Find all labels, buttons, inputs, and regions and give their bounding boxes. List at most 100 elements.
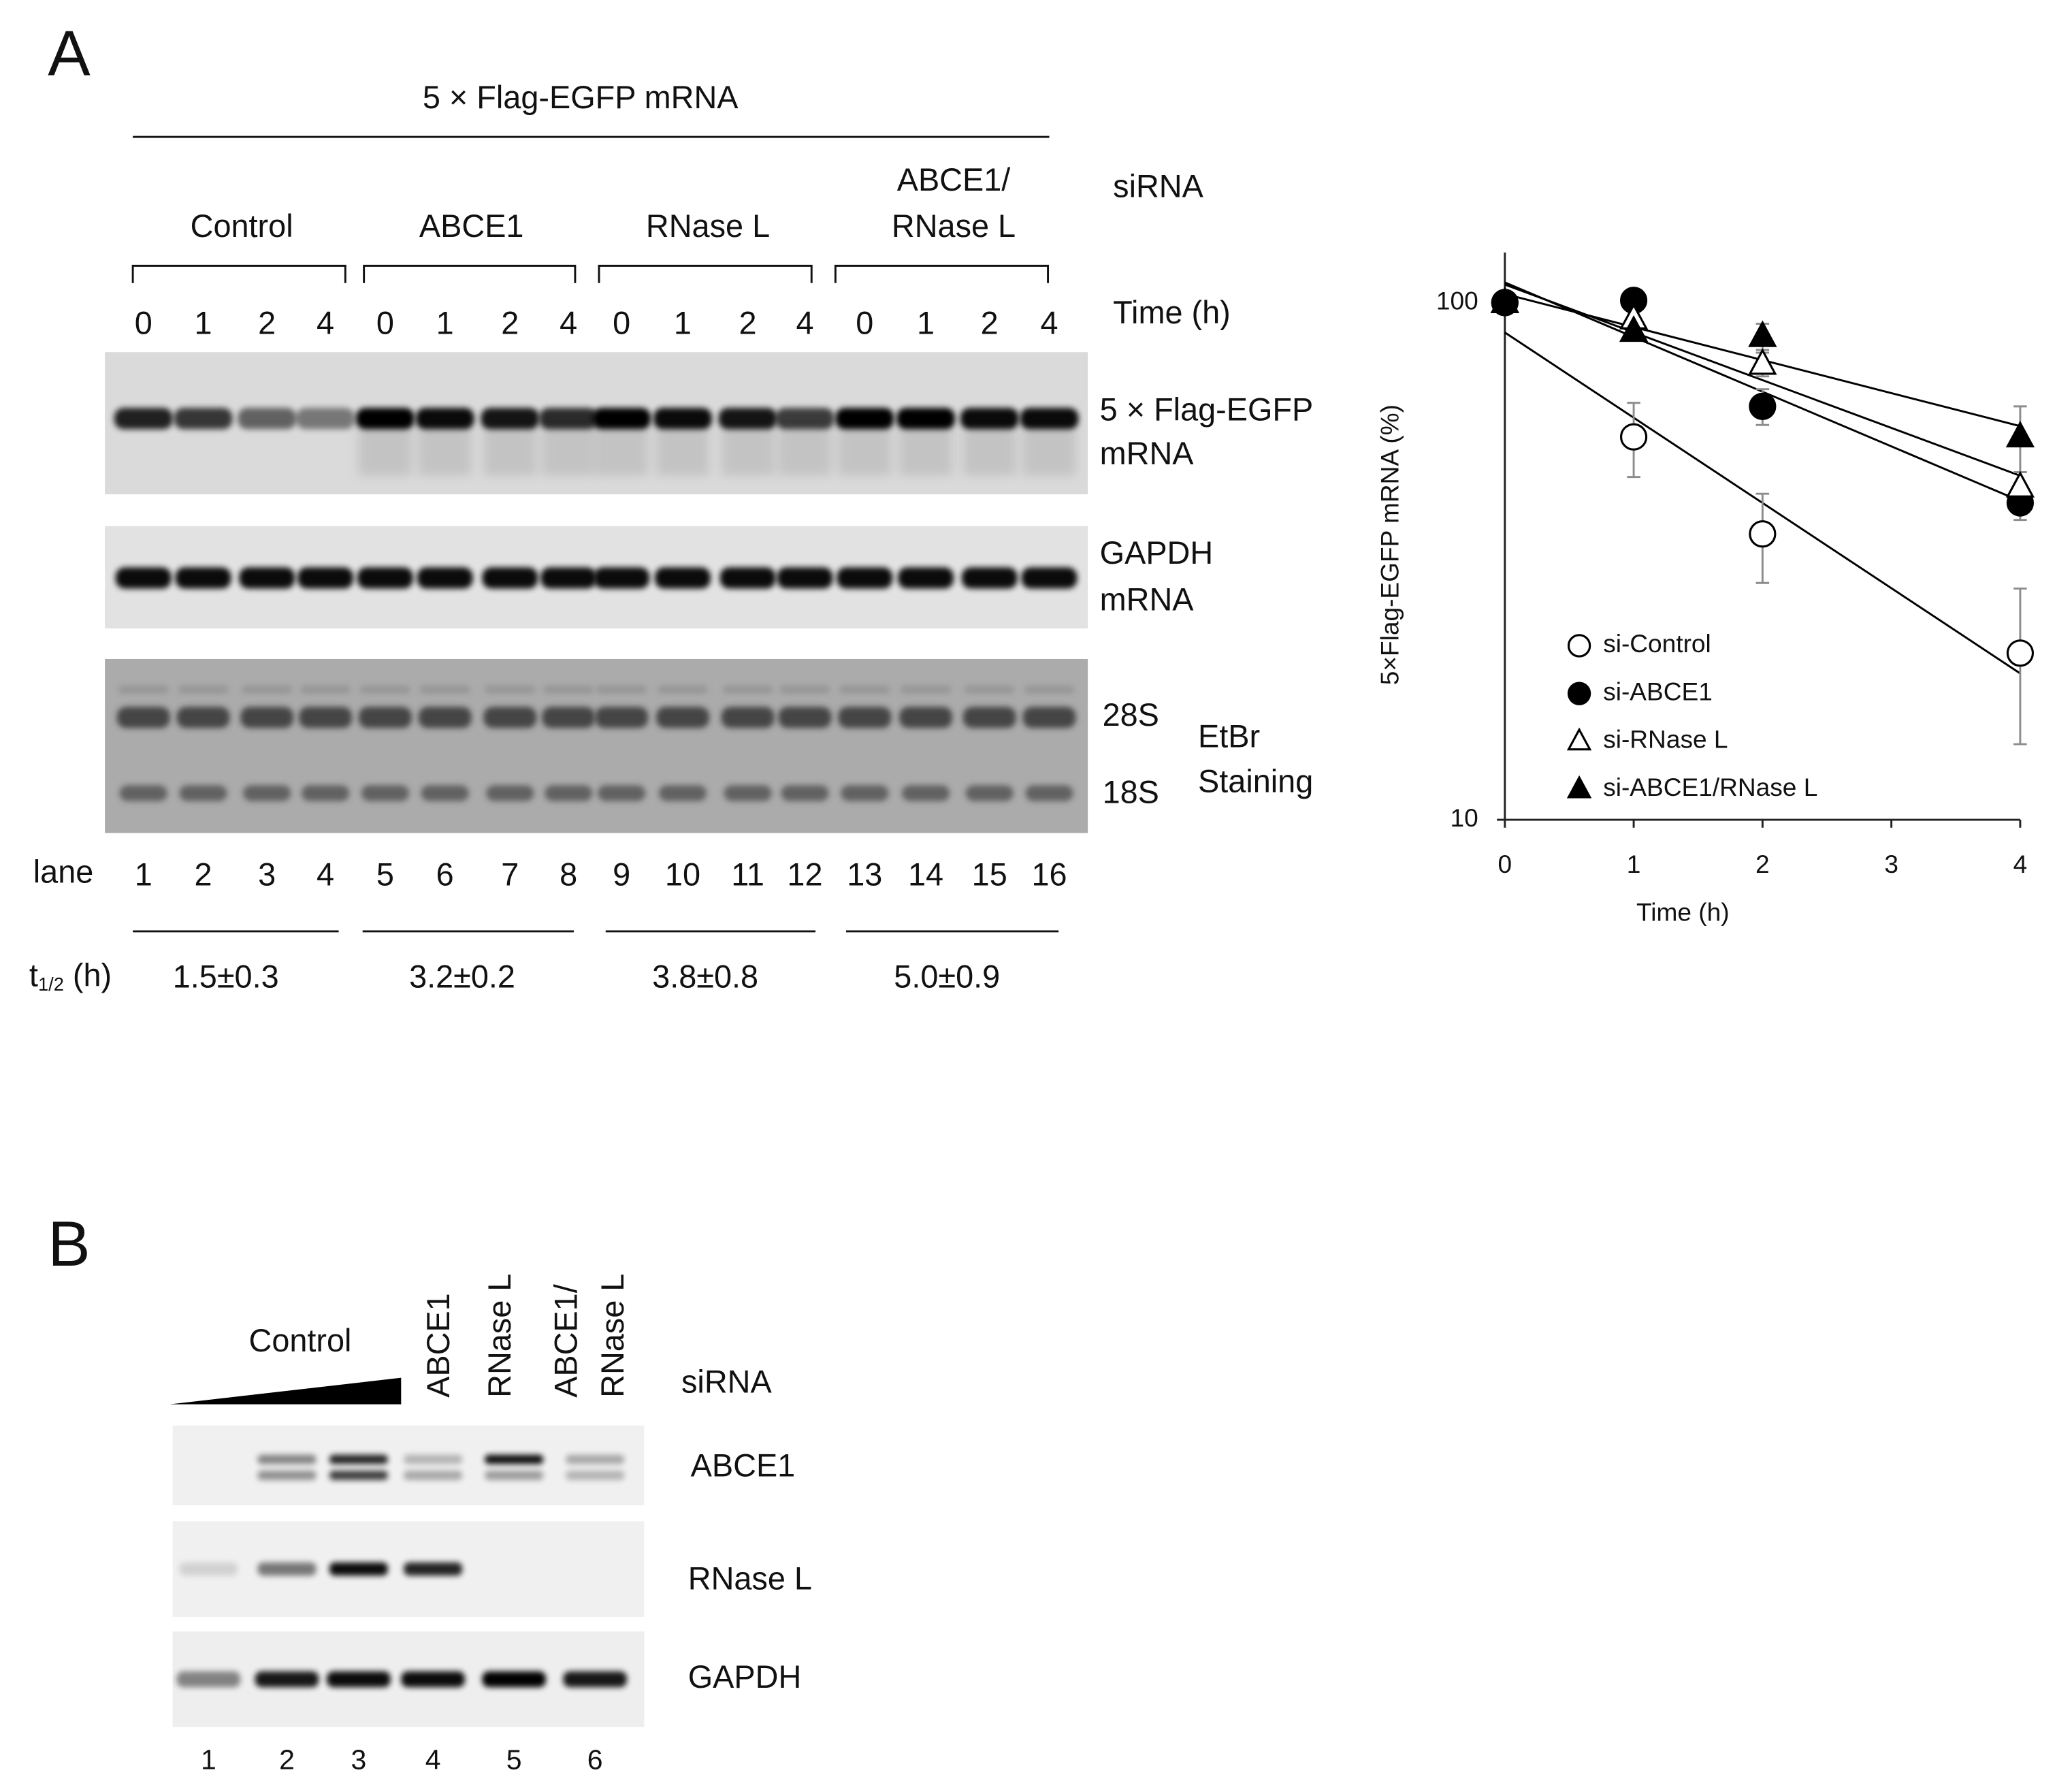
band [114,408,173,430]
lane-label: lane [33,854,94,889]
legend-label: si-RNase L [1603,725,1728,754]
band [175,567,231,589]
band [657,685,709,694]
band-smear [418,422,472,476]
lane-number: 3 [258,856,276,892]
time-label: 1 [195,306,212,341]
band [594,567,650,589]
band [257,1471,317,1480]
band [239,567,295,589]
band [486,785,534,801]
band [296,408,355,430]
lane-number: 9 [613,856,630,892]
data-point [1490,286,1519,313]
band-smear [542,422,596,476]
band [357,567,413,589]
lane-number: 15 [972,856,1007,892]
band [301,785,350,801]
band [419,685,470,694]
half-life: 5.0±0.9 [894,959,1000,995]
band [1020,408,1079,430]
lane-number: 1 [201,1744,216,1775]
blot-label: GAPDH [1100,535,1214,571]
band [900,685,952,694]
time-label: 0 [856,306,873,341]
band [962,707,1016,728]
half-life-unit: (h) [64,958,112,993]
group-label: ABCE1/ [897,162,1011,197]
band [255,1671,319,1688]
band [596,685,647,694]
sirna-column-label: ABCE1 [421,1293,456,1398]
lane-number: 16 [1031,856,1067,892]
panel-label: B [48,1208,90,1279]
band [401,1671,465,1688]
band [778,707,832,728]
band [299,707,353,728]
band [722,685,773,694]
band-smear [838,422,892,476]
group-label: ABCE1 [419,208,524,244]
data-point [1748,320,1777,347]
band [718,408,777,430]
band [361,785,409,801]
y-axis-label: 5×Flag-EGFP mRNA (%) [1376,404,1404,685]
x-tick-label: 1 [1627,850,1641,878]
time-label: 0 [376,306,394,341]
band [300,685,351,694]
band [116,707,170,728]
group-label: Control [191,208,293,244]
band [179,1562,238,1576]
blot-label: 18S [1103,774,1159,810]
control-label: Control [249,1323,352,1358]
half-life: 1.5±0.3 [173,959,279,995]
lane-number: 2 [195,856,212,892]
x-tick-label: 0 [1498,850,1512,878]
band [542,707,596,728]
band [485,1471,544,1480]
stain-label: Staining [1198,764,1313,799]
sirna-label: siRNA [1113,169,1203,204]
lane-number: 14 [908,856,943,892]
band-smear [1022,422,1076,476]
band [724,785,772,801]
band [119,785,167,801]
lane-number: 11 [731,856,764,892]
band [404,1454,463,1464]
band [1025,785,1073,801]
band [839,685,890,694]
group-bracket [834,264,1050,283]
band [329,1454,388,1464]
band [775,408,835,430]
time-label: 1 [674,306,692,341]
band [961,567,1018,589]
lane-number: 10 [665,856,700,892]
band [176,707,230,728]
band [485,685,536,694]
band [653,408,712,430]
band [658,785,707,801]
band [421,785,469,801]
band [841,785,889,801]
group-bracket [363,264,577,283]
legend-label: si-ABCE1 [1603,677,1713,705]
band [655,707,709,728]
band [1021,567,1078,589]
time-label: 2 [501,306,519,341]
time-label: 4 [560,306,577,341]
blot-label: RNase L [688,1561,812,1597]
x-axis-label: Time (h) [1636,897,1730,926]
band [654,567,711,589]
band [777,567,833,589]
data-point [1619,315,1649,342]
band [901,785,950,801]
band [595,707,649,728]
x-tick-label: 3 [1884,850,1898,878]
half-life: 3.2±0.2 [409,959,515,995]
band [598,785,646,801]
legend-marker [1566,775,1592,799]
band [837,567,893,589]
band [899,707,953,728]
group-bracket [131,264,346,283]
